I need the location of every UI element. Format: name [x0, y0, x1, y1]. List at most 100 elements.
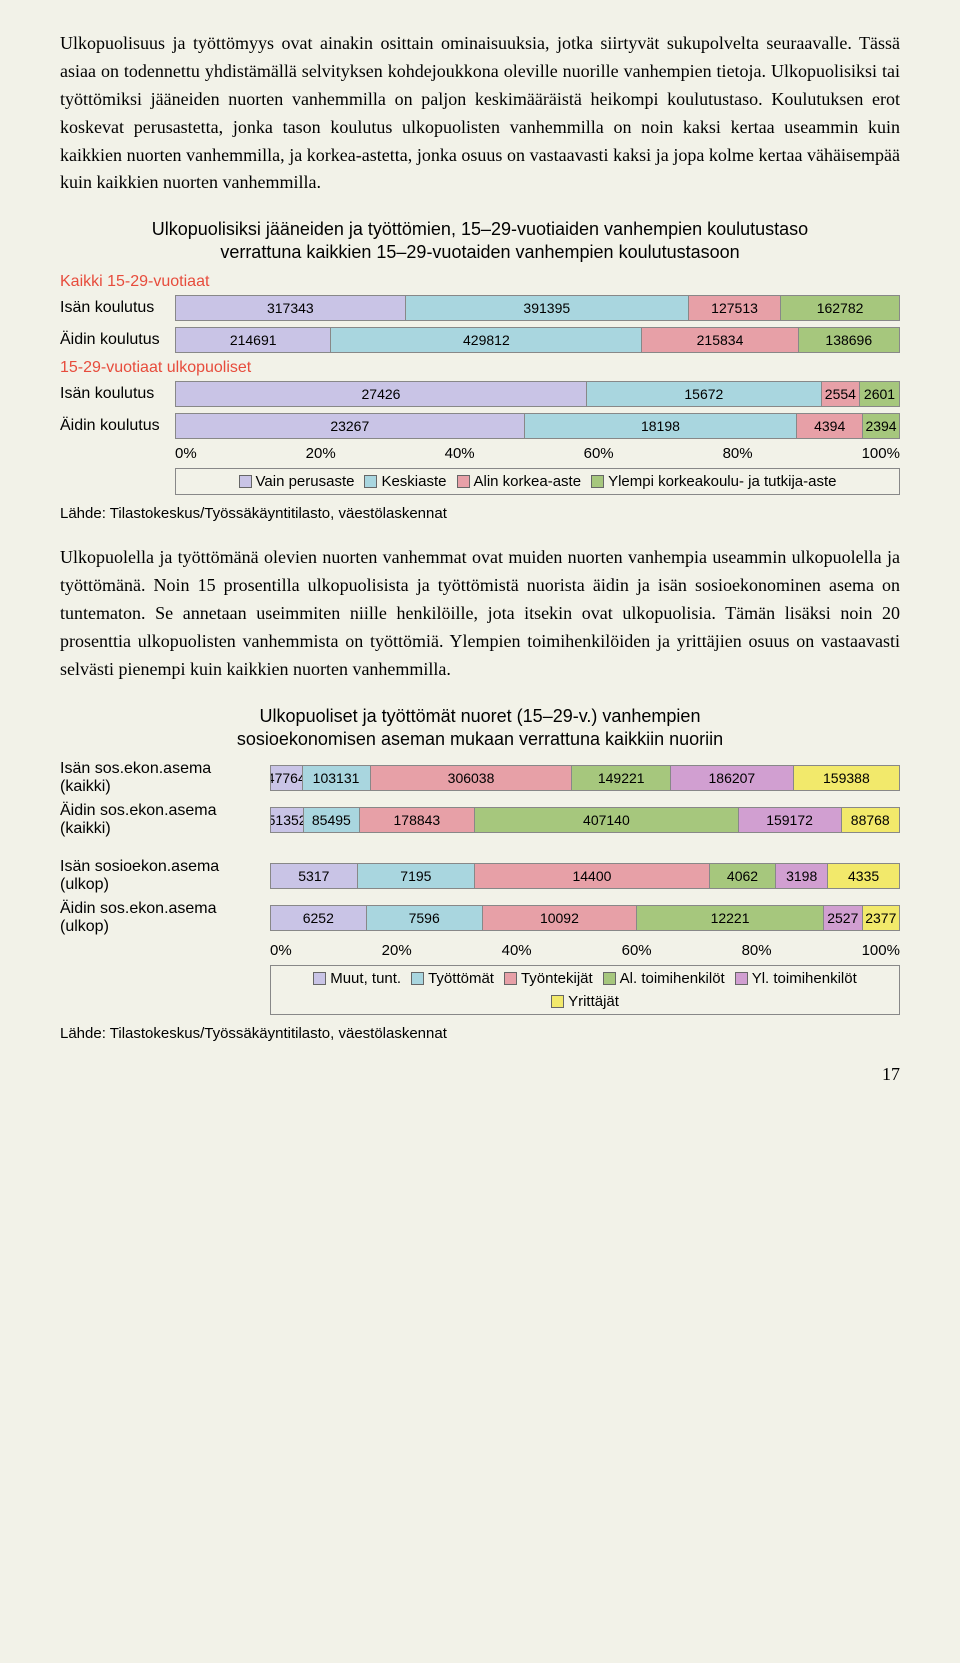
bar-segment: 4394 [797, 414, 863, 438]
chart2-row-isa-k: Isän sos.ekon.asema (kaikki) 47764103131… [60, 760, 900, 796]
row-label: Isän koulutus [60, 385, 175, 403]
bar: 513528549517884340714015917288768 [270, 807, 900, 833]
axis-tick: 60% [584, 445, 614, 462]
bar-segment: 7195 [358, 864, 475, 888]
legend-label: Al. toimihenkilöt [620, 970, 725, 987]
legend-label: Yrittäjät [568, 993, 619, 1010]
axis-tick: 40% [502, 942, 532, 959]
bar: 47764103131306038149221186207159388 [270, 765, 900, 791]
chart-socioeconomic: Ulkopuoliset ja työttömät nuoret (15–29-… [60, 706, 900, 1015]
bar-segment: 7596 [367, 906, 483, 930]
bar-segment: 15672 [587, 382, 822, 406]
legend-swatch [239, 475, 252, 488]
legend-label: Yl. toimihenkilöt [752, 970, 857, 987]
chart2-legend: Muut, tunt. Työttömät Työntekijät Al. toimi… [270, 965, 900, 1015]
row-label: Äidin sos.ekon.asema (ulkop) [60, 900, 270, 936]
legend-item: Al. toimihenkilöt [603, 970, 725, 987]
bar-segment: 3198 [776, 864, 828, 888]
legend-swatch [411, 972, 424, 985]
legend-item: Vain perusaste [239, 473, 355, 490]
legend-item: Ylempi korkeakoulu- ja tutkija-aste [591, 473, 836, 490]
axis-tick: 40% [445, 445, 475, 462]
bar-segment: 2394 [863, 414, 899, 438]
axis-ticks: 0%20%40%60%80%100% [175, 445, 900, 462]
chart2-row-aiti-u: Äidin sos.ekon.asema (ulkop) 62527596100… [60, 900, 900, 936]
chart2-row-aiti-k: Äidin sos.ekon.asema (kaikki) 5135285495… [60, 802, 900, 838]
bar-segment: 215834 [642, 328, 798, 352]
chart1-axis: 0%20%40%60%80%100% [60, 445, 900, 462]
bar-segment: 186207 [671, 766, 794, 790]
bar-segment: 306038 [371, 766, 573, 790]
bar-segment: 2554 [822, 382, 860, 406]
axis-tick: 0% [175, 445, 197, 462]
bar-segment: 88768 [842, 808, 899, 832]
bar-segment: 2601 [860, 382, 899, 406]
bar-segment: 23267 [176, 414, 525, 438]
chart1-source: Lähde: Tilastokeskus/Työssäkäyntitilasto… [60, 505, 900, 522]
chart2-source: Lähde: Tilastokeskus/Työssäkäyntitilasto… [60, 1025, 900, 1042]
bar: 274261567225542601 [175, 381, 900, 407]
bar: 62527596100921222125272377 [270, 905, 900, 931]
chart2-title: Ulkopuoliset ja työttömät nuoret (15–29-… [60, 706, 900, 727]
legend-item: Yl. toimihenkilöt [735, 970, 857, 987]
axis-ticks: 0%20%40%60%80%100% [270, 942, 900, 959]
axis-tick: 80% [742, 942, 772, 959]
chart1-row-ulko-isa: Isän koulutus 274261567225542601 [60, 381, 900, 407]
legend-label: Työttömät [428, 970, 494, 987]
legend-label: Keskiaste [381, 473, 446, 490]
bar-segment: 178843 [360, 808, 476, 832]
legend-label: Ylempi korkeakoulu- ja tutkija-aste [608, 473, 836, 490]
bar-segment: 2377 [863, 906, 899, 930]
row-label: Isän sosioekon.asema (ulkop) [60, 858, 270, 894]
legend-swatch [313, 972, 326, 985]
legend-swatch [735, 972, 748, 985]
axis-tick: 60% [622, 942, 652, 959]
axis-tick: 20% [306, 445, 336, 462]
row-label: Isän sos.ekon.asema (kaikki) [60, 760, 270, 796]
bar-segment: 6252 [271, 906, 367, 930]
legend-swatch [457, 475, 470, 488]
page-number: 17 [60, 1064, 900, 1085]
legend-swatch [504, 972, 517, 985]
bar: 232671819843942394 [175, 413, 900, 439]
legend-item: Alin korkea-aste [457, 473, 582, 490]
bar-segment: 127513 [689, 296, 781, 320]
legend-item: Muut, tunt. [313, 970, 401, 987]
legend-swatch [603, 972, 616, 985]
bar-segment: 407140 [475, 808, 738, 832]
bar-segment: 2527 [824, 906, 863, 930]
legend-item: Työttömät [411, 970, 494, 987]
chart1-row-kaikki-isa: Isän koulutus 317343391395127513162782 [60, 295, 900, 321]
legend-label: Työntekijät [521, 970, 593, 987]
paragraph-2: Ulkopuolella ja työttömänä olevien nuort… [60, 544, 900, 683]
axis-tick: 0% [270, 942, 292, 959]
bar-segment: 4335 [828, 864, 899, 888]
chart1-group1: Kaikki 15-29-vuotiaat [60, 273, 900, 291]
bar-segment: 159388 [794, 766, 899, 790]
bar-segment: 47764 [271, 766, 303, 790]
legend-label: Vain perusaste [256, 473, 355, 490]
legend-label: Alin korkea-aste [474, 473, 582, 490]
bar-segment: 103131 [303, 766, 371, 790]
bar-segment: 149221 [572, 766, 670, 790]
row-label: Isän koulutus [60, 299, 175, 317]
row-label: Äidin sos.ekon.asema (kaikki) [60, 802, 270, 838]
paragraph-1: Ulkopuolisuus ja työttömyys ovat ainakin… [60, 30, 900, 197]
chart1-legend: Vain perusaste Keskiaste Alin korkea-aste Y… [175, 468, 900, 495]
bar: 214691429812215834138696 [175, 327, 900, 353]
chart2-sub: sosioekonomisen aseman mukaan verrattuna… [60, 729, 900, 750]
bar: 317343391395127513162782 [175, 295, 900, 321]
chart1-row-ulko-aiti: Äidin koulutus 232671819843942394 [60, 413, 900, 439]
legend-swatch [364, 475, 377, 488]
chart1-group2: 15-29-vuotiaat ulkopuoliset [60, 359, 900, 377]
bar: 5317719514400406231984335 [270, 863, 900, 889]
bar-segment: 162782 [781, 296, 899, 320]
bar-segment: 12221 [637, 906, 824, 930]
legend-swatch [551, 995, 564, 1008]
legend-item: Työntekijät [504, 970, 593, 987]
chart2-row-isa-u: Isän sosioekon.asema (ulkop) 53177195144… [60, 858, 900, 894]
chart1-row-kaikki-aiti: Äidin koulutus 214691429812215834138696 [60, 327, 900, 353]
bar-segment: 159172 [739, 808, 842, 832]
row-label: Äidin koulutus [60, 417, 175, 435]
bar-segment: 51352 [271, 808, 304, 832]
